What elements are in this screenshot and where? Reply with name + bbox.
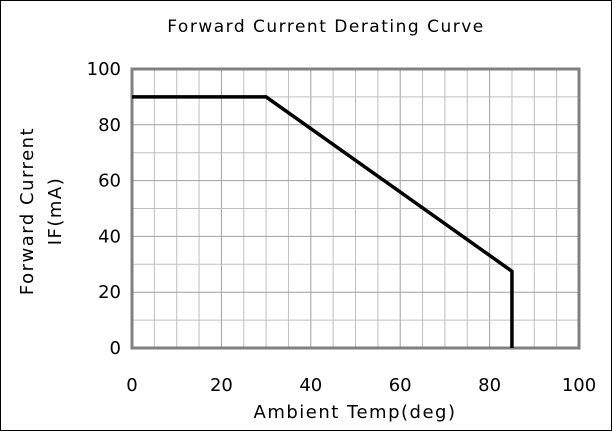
x-tick-label: 0 xyxy=(126,375,137,396)
y-tick-labels: 0 20 40 60 80 100 xyxy=(87,59,121,359)
y-axis-label-group-2: IF(mA) xyxy=(45,177,66,246)
x-tick-label: 100 xyxy=(562,375,596,396)
y-tick-label: 100 xyxy=(87,59,121,80)
y-tick-label: 20 xyxy=(98,282,121,303)
y-tick-label: 80 xyxy=(98,115,121,136)
y-tick-label: 40 xyxy=(98,226,121,247)
x-tick-label: 40 xyxy=(299,375,322,396)
x-axis-label: Ambient Temp(deg) xyxy=(254,402,457,423)
x-tick-label: 60 xyxy=(389,375,412,396)
y-axis-label-line-2: IF(mA) xyxy=(45,177,66,246)
series-layer xyxy=(132,97,512,348)
y-tick-label: 0 xyxy=(110,338,121,359)
x-tick-label: 80 xyxy=(478,375,501,396)
derating-curve-line xyxy=(132,97,512,348)
x-tick-label: 20 xyxy=(210,375,233,396)
y-tick-label: 60 xyxy=(98,171,121,192)
y-axis-label-group: Forward Current xyxy=(17,127,38,295)
x-tick-labels: 0 20 40 60 80 100 xyxy=(126,375,596,396)
chart-title: Forward Current Derating Curve xyxy=(167,17,485,37)
y-axis-label-line-1: Forward Current xyxy=(17,127,38,295)
